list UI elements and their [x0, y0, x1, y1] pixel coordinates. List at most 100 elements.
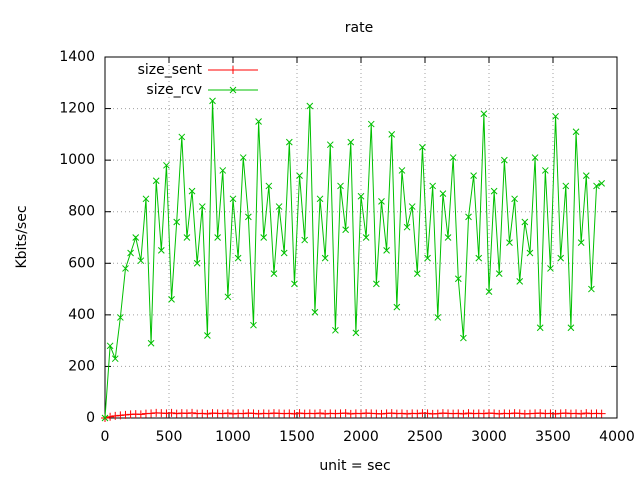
point-marker — [137, 257, 145, 265]
point-marker — [275, 203, 283, 210]
point-marker — [136, 410, 145, 419]
point-marker — [111, 355, 119, 363]
point-marker — [464, 409, 473, 418]
chart-title: rate — [345, 20, 373, 36]
point-marker — [449, 154, 457, 161]
point-marker — [433, 409, 442, 418]
point-marker — [388, 131, 396, 138]
y-tick-label: 1400 — [59, 49, 95, 65]
point-marker — [116, 411, 125, 420]
point-marker — [106, 342, 114, 350]
point-marker — [295, 409, 304, 418]
point-marker — [285, 409, 294, 418]
point-marker — [536, 324, 544, 332]
point-marker — [147, 339, 155, 347]
point-marker — [454, 409, 463, 418]
point-marker — [495, 409, 504, 418]
point-marker — [383, 247, 390, 254]
point-marker — [475, 254, 483, 262]
point-marker — [223, 409, 232, 418]
point-marker — [341, 409, 350, 418]
point-marker — [188, 408, 197, 417]
y-tick-label: 1000 — [59, 152, 95, 168]
point-marker — [218, 409, 227, 418]
point-marker — [245, 213, 252, 221]
point-marker — [280, 249, 288, 257]
point-marker — [347, 138, 355, 146]
point-marker — [541, 167, 549, 174]
point-marker — [239, 154, 247, 161]
point-marker — [290, 409, 299, 418]
y-tick-label: 200 — [68, 358, 95, 374]
point-marker — [182, 409, 191, 418]
point-marker — [254, 409, 263, 418]
point-marker — [552, 112, 559, 120]
point-marker — [403, 409, 412, 418]
point-marker — [127, 249, 134, 257]
x-axis-label: unit = sec — [319, 458, 390, 474]
legend-label: size_rcv — [146, 82, 202, 98]
y-tick-label: 1200 — [59, 101, 95, 117]
point-marker — [157, 247, 165, 254]
point-marker — [224, 293, 232, 301]
point-marker — [506, 239, 513, 247]
point-marker — [301, 236, 309, 244]
point-marker — [117, 314, 124, 321]
point-marker — [373, 280, 380, 288]
point-marker — [285, 138, 293, 146]
series-line — [104, 100, 602, 419]
point-marker — [490, 187, 498, 195]
point-marker — [526, 249, 534, 257]
point-marker — [310, 409, 319, 418]
point-marker — [357, 409, 365, 418]
point-marker — [495, 270, 503, 277]
point-marker — [162, 409, 171, 418]
point-marker — [249, 409, 258, 418]
point-marker — [423, 409, 432, 418]
point-marker — [408, 203, 416, 210]
point-marker — [163, 161, 170, 169]
point-marker — [413, 409, 422, 418]
point-marker — [516, 277, 524, 285]
point-marker — [547, 265, 554, 272]
point-marker — [178, 133, 186, 141]
x-tick-label: 2000 — [343, 429, 379, 445]
x-tick-label: 1500 — [279, 429, 315, 445]
point-marker — [229, 86, 237, 94]
point-marker — [439, 190, 447, 198]
point-marker — [515, 409, 524, 418]
point-marker — [152, 177, 160, 185]
point-marker — [561, 409, 570, 418]
y-axis-label: Kbits/sec — [14, 205, 30, 268]
point-marker — [316, 195, 324, 203]
point-marker — [480, 110, 488, 118]
point-marker — [413, 270, 421, 277]
point-marker — [593, 182, 600, 190]
point-marker — [424, 254, 431, 262]
point-marker — [214, 234, 221, 241]
point-marker — [326, 141, 334, 149]
point-marker — [367, 120, 375, 128]
point-marker — [362, 234, 370, 241]
point-marker — [434, 314, 442, 321]
point-marker — [219, 167, 227, 174]
point-marker — [567, 324, 575, 332]
point-marker — [209, 97, 216, 105]
point-marker — [459, 409, 468, 418]
point-marker — [597, 409, 606, 418]
point-marker — [444, 234, 452, 241]
point-marker — [198, 203, 206, 210]
point-marker — [250, 321, 257, 329]
point-marker — [260, 234, 268, 241]
point-marker — [321, 409, 330, 418]
point-marker — [229, 66, 237, 74]
point-marker — [419, 143, 426, 151]
point-marker — [572, 128, 580, 136]
point-marker — [111, 411, 120, 420]
point-marker — [101, 414, 109, 422]
point-marker — [106, 412, 115, 421]
point-marker — [132, 234, 140, 241]
y-tick-label: 800 — [68, 204, 95, 220]
point-marker — [332, 326, 339, 334]
